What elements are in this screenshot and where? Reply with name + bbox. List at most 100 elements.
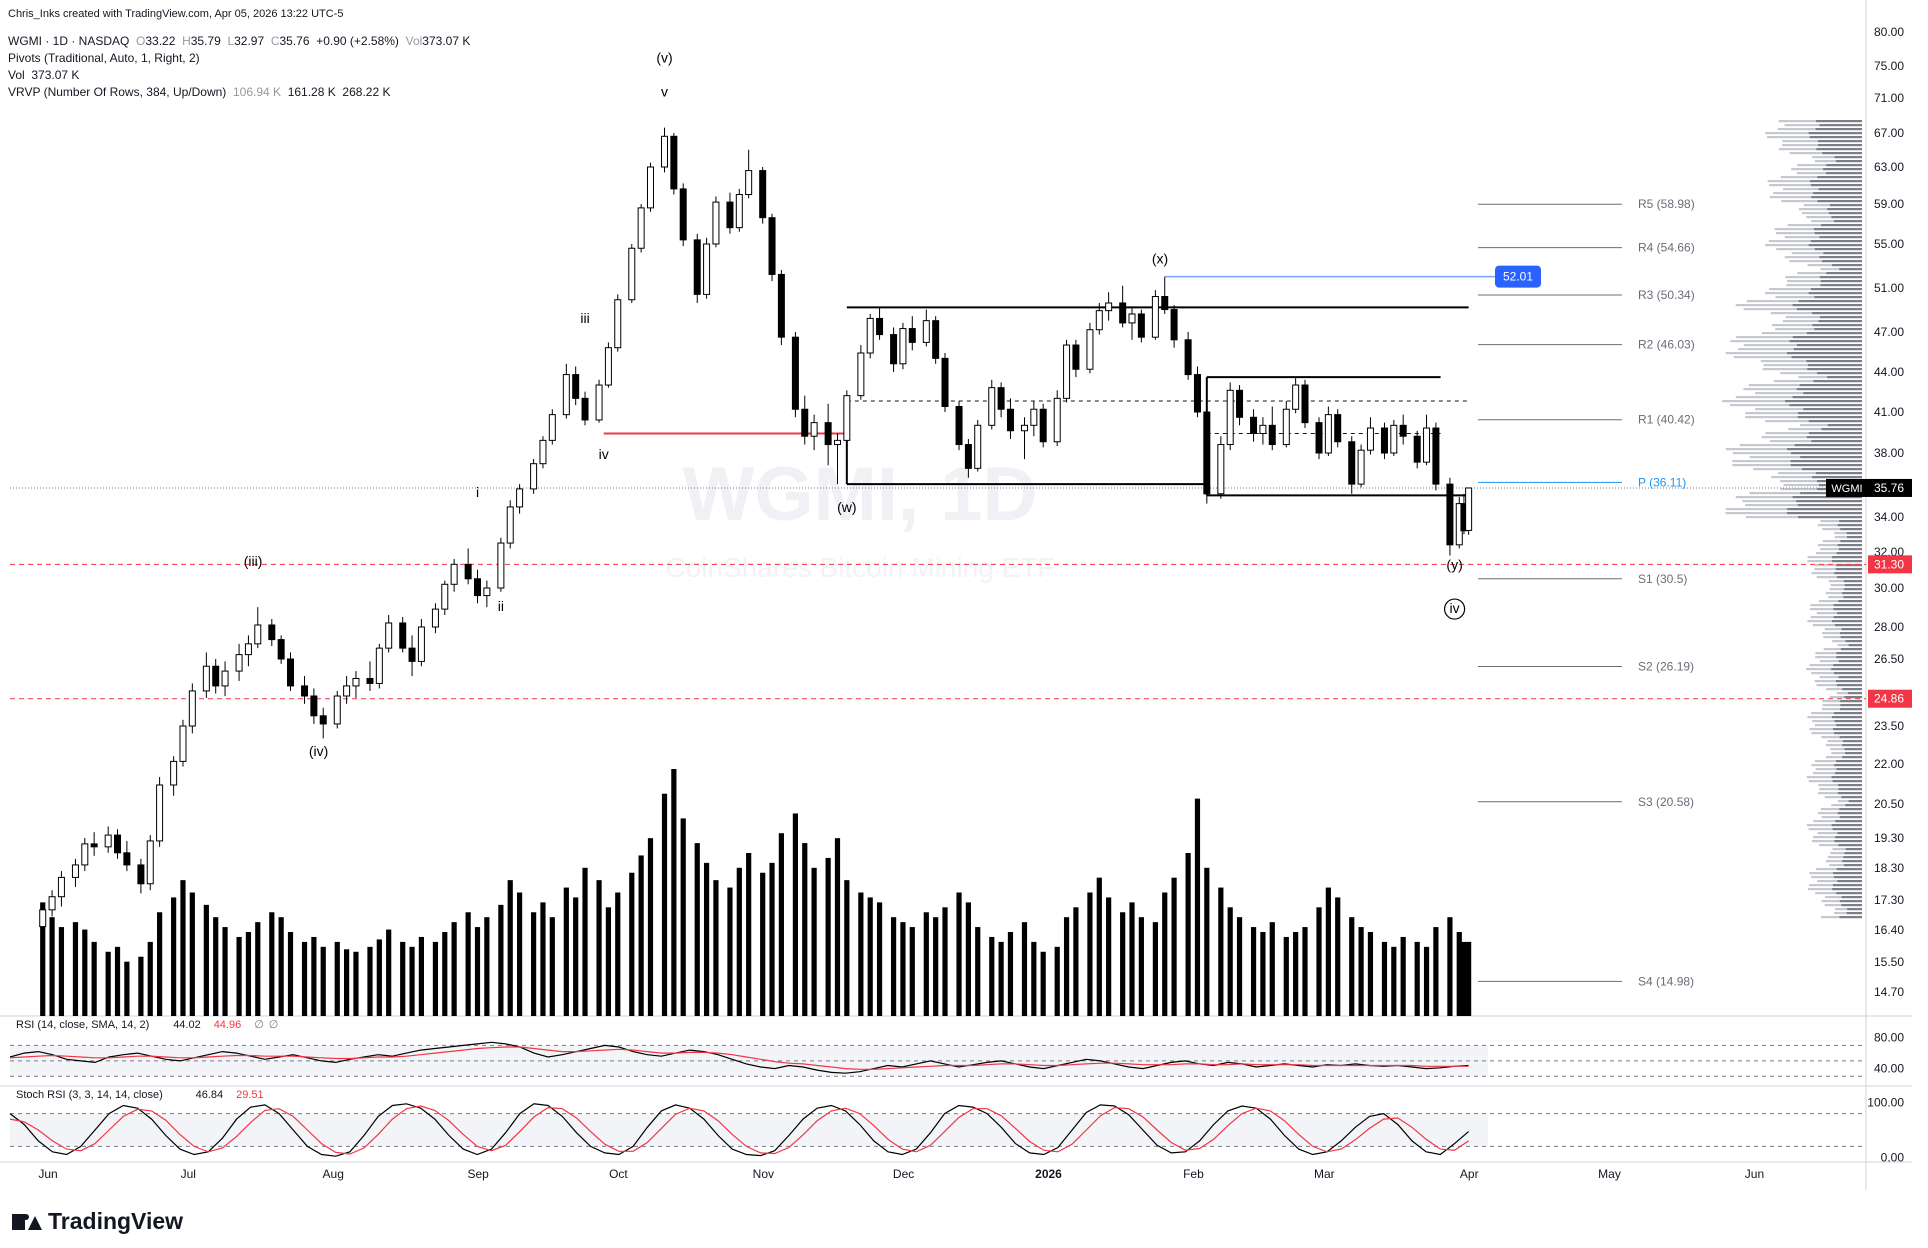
volume-profile-row-down <box>1814 296 1862 299</box>
volume-profile-row-down <box>1817 200 1862 203</box>
volume-profile-row-down <box>1785 400 1862 403</box>
candle-body <box>997 387 1005 410</box>
volume-profile-row-down <box>1837 880 1862 883</box>
time-axis-label: Mar <box>1314 1167 1335 1181</box>
volume-bar <box>1171 877 1177 1016</box>
candle-body <box>1095 310 1103 331</box>
volume-profile-row-down <box>1839 520 1862 523</box>
stoch-rsi-series-k <box>9 1103 1469 1157</box>
volume-bar <box>1414 941 1420 1016</box>
volume-profile-row-down <box>1836 656 1862 659</box>
tradingview-brand[interactable]: TradingView <box>12 1208 183 1235</box>
legend-symbol-line[interactable]: WGMI · 1D · NASDAQ O33.22 H35.79 L32.97 … <box>8 34 470 48</box>
volume-profile-row-down <box>1821 428 1862 431</box>
candle-body <box>1105 302 1113 312</box>
volume-profile-row-down <box>1815 472 1862 475</box>
volume-bar <box>245 932 252 1016</box>
legend-pivots[interactable]: Pivots (Traditional, Auto, 1, Right, 2) <box>8 51 200 65</box>
volume-profile-row-down <box>1833 728 1862 731</box>
volume-profile-row-down <box>1810 180 1862 183</box>
candle-body <box>988 387 996 426</box>
vrvp-total-volume: 268.22 K <box>342 85 391 99</box>
wave-label: (w) <box>837 499 856 515</box>
volume-bar <box>1073 907 1079 1016</box>
price-axis-tick: 26.50 <box>1874 652 1904 666</box>
price-axis-tick: 41.00 <box>1874 405 1904 419</box>
volume-profile-row-down <box>1842 592 1862 595</box>
volume-bar <box>1335 897 1341 1016</box>
volume-bar <box>549 917 555 1016</box>
candle-body <box>310 695 318 717</box>
price-axis-tick: 63.00 <box>1874 160 1904 174</box>
volume-bar <box>49 917 55 1016</box>
candle-body <box>1366 427 1374 451</box>
close-label: C <box>270 34 280 48</box>
volume-profile-row-down <box>1834 720 1862 723</box>
candle-body <box>1128 313 1136 324</box>
candle-body <box>71 864 79 878</box>
volume-profile-row-down <box>1799 384 1862 387</box>
candle-body <box>39 909 47 928</box>
volume-profile-row-down <box>1806 332 1862 335</box>
volume-profile-row-down <box>1813 192 1862 195</box>
volume-profile-row-down <box>1844 852 1862 855</box>
open-value: 33.22 <box>145 34 176 48</box>
candle-body <box>408 647 416 662</box>
volume-bar <box>694 843 700 1016</box>
volume-profile-row-down <box>1847 908 1862 911</box>
volume-profile-row-down <box>1837 576 1862 579</box>
volume-profile-row-down <box>1818 188 1862 191</box>
volume-bar <box>498 904 504 1016</box>
volume-profile-row-down <box>1834 672 1862 675</box>
legend-volume[interactable]: Vol 373.07 K <box>8 68 79 82</box>
volume-bar <box>180 880 186 1016</box>
volume-profile-row-down <box>1828 212 1862 215</box>
volume-profile-row-down <box>1831 620 1862 623</box>
volume-bar <box>1349 917 1355 1016</box>
candle-body <box>319 715 327 725</box>
volume-profile-row-down <box>1811 440 1862 443</box>
volume-bar <box>1260 932 1266 1016</box>
volume-profile-row-down <box>1837 792 1862 795</box>
volume-profile-row-down <box>1838 844 1862 847</box>
volume-profile-row-down <box>1834 220 1862 223</box>
pivot-label: R3 (50.34) <box>1638 288 1695 302</box>
volume-profile-row-down <box>1811 312 1862 315</box>
volume-profile-row-down <box>1792 304 1862 307</box>
candle-body <box>801 408 809 437</box>
candle-body <box>768 217 776 275</box>
volume-profile-row-down <box>1838 676 1862 679</box>
candles <box>39 127 1473 937</box>
candle-body <box>343 685 351 697</box>
volume-profile-row-down <box>1815 128 1862 131</box>
last-price-badge-bg <box>1868 478 1912 497</box>
volume-bar <box>58 927 65 1016</box>
candle-body <box>530 463 538 490</box>
candle-body <box>791 336 799 410</box>
candle-body <box>1380 427 1388 454</box>
stoch-rsi-header-value: 29.51 <box>236 1089 264 1101</box>
volume-profile-row-down <box>1808 132 1862 135</box>
legend-vrvp[interactable]: VRVP (Number Of Rows, 384, Up/Down) 106.… <box>8 85 390 99</box>
volume-bar <box>1381 941 1388 1016</box>
volume-profile-row-down <box>1841 904 1862 907</box>
volume-bar <box>1087 892 1093 1016</box>
candle-body <box>483 587 491 597</box>
volume-bar <box>367 946 373 1016</box>
candle-body <box>1193 374 1201 413</box>
volume-bar <box>1063 917 1070 1016</box>
candle-body <box>1357 449 1365 485</box>
candle-body <box>1334 414 1342 443</box>
volume-profile-row-down <box>1818 144 1862 147</box>
volume-profile-row-down <box>1837 812 1862 815</box>
wave-label: iii <box>580 310 589 326</box>
price-axis-tick: 19.30 <box>1874 831 1904 845</box>
time-axis-label: Jul <box>181 1167 196 1181</box>
volume-profile-row-down <box>1834 840 1862 843</box>
time-axis-label: Apr <box>1460 1167 1479 1181</box>
candle-body <box>726 201 734 229</box>
candle-body <box>81 843 89 866</box>
candle-body <box>1390 424 1398 454</box>
vrvp-up-volume: 106.94 K <box>232 85 282 99</box>
